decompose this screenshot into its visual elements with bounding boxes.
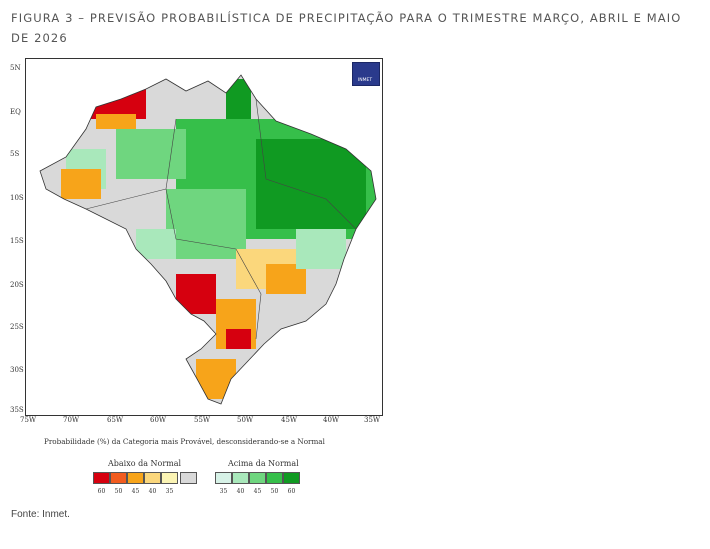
legend-value: 45 — [131, 488, 140, 495]
lat-label: 5S — [10, 150, 20, 158]
legend-swatch-below — [161, 472, 178, 484]
lon-label: 70W — [63, 416, 80, 424]
legend-neutral-swatch — [180, 472, 197, 484]
legend-value: 60 — [287, 488, 296, 495]
legend-value: 35 — [165, 488, 174, 495]
lat-label: 30S — [10, 366, 24, 374]
legend-swatch-above — [266, 472, 283, 484]
legend-below-title: Abaixo da Normal — [108, 459, 182, 468]
source-note: Fonte: Inmet. — [11, 509, 70, 520]
legend-swatch-above — [249, 472, 266, 484]
lat-label: 5N — [10, 64, 21, 72]
legend-value: 35 — [219, 488, 228, 495]
legend-below-swatches — [93, 472, 178, 484]
legend-value: 40 — [236, 488, 245, 495]
brazil-map-graphic — [39, 74, 377, 405]
probability-description: Probabilidade (%) da Categoria mais Prov… — [44, 437, 325, 446]
legend-swatch-below — [144, 472, 161, 484]
legend-swatch-below — [127, 472, 144, 484]
lat-label: 20S — [10, 281, 24, 289]
legend-value: 60 — [97, 488, 106, 495]
legend-swatch-above — [283, 472, 300, 484]
lon-label: 60W — [150, 416, 167, 424]
lat-label: 15S — [10, 237, 24, 245]
legend-below-values: 60 50 45 40 35 — [93, 488, 178, 495]
precipitation-grid — [40, 75, 376, 404]
legend-swatch-above — [215, 472, 232, 484]
legend-swatch-below — [110, 472, 127, 484]
legend-value: 40 — [148, 488, 157, 495]
lat-label: EQ — [10, 108, 21, 116]
lat-label: 35S — [10, 406, 24, 414]
lon-label: 50W — [237, 416, 254, 424]
legend-swatch-above — [232, 472, 249, 484]
legend-above-swatches — [215, 472, 300, 484]
legend-value: 50 — [270, 488, 279, 495]
lon-label: 45W — [281, 416, 298, 424]
lat-label: 10S — [10, 194, 24, 202]
lon-label: 65W — [107, 416, 124, 424]
inmet-logo-text: INMET — [357, 78, 373, 83]
lon-label: 35W — [364, 416, 381, 424]
lon-label: 75W — [20, 416, 37, 424]
lat-label: 25S — [10, 323, 24, 331]
legend-swatch-neutral — [180, 472, 197, 484]
legend-above-values: 35 40 45 50 60 — [215, 488, 300, 495]
legend-swatch-below — [93, 472, 110, 484]
lon-label: 40W — [323, 416, 340, 424]
figure-caption: FIGURA 3 – PREVISÃO PROBABILÍSTICA DE PR… — [11, 11, 682, 45]
inmet-logo — [352, 62, 380, 86]
forecast-map — [25, 58, 383, 416]
legend-value: 45 — [253, 488, 262, 495]
legend-above-title: Acima da Normal — [228, 459, 299, 468]
legend-value: 50 — [114, 488, 123, 495]
lon-label: 55W — [194, 416, 211, 424]
